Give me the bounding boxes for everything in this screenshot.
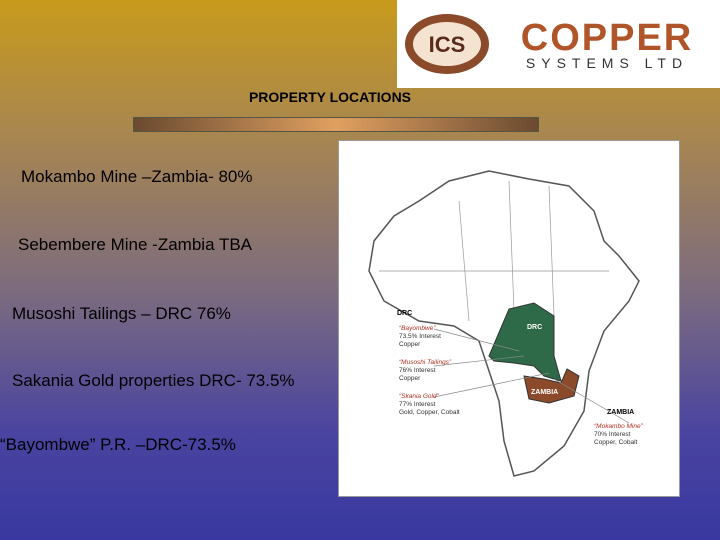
callout-detail: Gold, Copper, Cobalt — [399, 409, 460, 416]
borders — [379, 180, 609, 322]
country-label: DRC — [527, 324, 542, 331]
slide-title: PROPERTY LOCATIONS — [248, 89, 412, 105]
map: DRC ZAMBIA DRC ZAMBIA “Bayombwe”73.5% In… — [338, 140, 680, 497]
callout-name: “Mokambo Mine” — [594, 423, 644, 430]
callout-detail: Copper — [399, 375, 421, 382]
callout-name: “Skania Gold” — [399, 393, 440, 400]
callout-detail: 73.5% Interest — [399, 333, 441, 340]
logo-subtitle: SYSTEMS LTD — [526, 55, 688, 71]
property-item: Mokambo Mine –Zambia- 80% — [21, 167, 253, 186]
callout-lines — [433, 328, 630, 424]
callout-detail: Copper, Cobalt — [594, 439, 638, 446]
callout-detail: 76% Interest — [399, 367, 436, 374]
callout-name: “Musoshi Tailings” — [399, 359, 452, 366]
zambia-shape — [523, 368, 580, 404]
property-item: “Bayombwe” P.R. –DRC-73.5% — [0, 435, 236, 454]
callout-detail: Copper — [399, 341, 421, 348]
logo-name: COPPER — [521, 17, 693, 59]
property-item: Sakania Gold properties DRC- 73.5% — [12, 371, 295, 390]
logo-badge-inner — [413, 22, 481, 66]
country-label: DRC — [397, 310, 412, 317]
logo: ICS COPPER SYSTEMS LTD — [397, 0, 720, 88]
drc-shape — [488, 302, 562, 382]
title-bar — [133, 117, 539, 132]
callout-detail: 77% Interest — [399, 401, 436, 408]
property-item: Musoshi Tailings – DRC 76% — [12, 304, 231, 323]
country-label: ZAMBIA — [531, 389, 558, 396]
country-label: ZAMBIA — [607, 409, 634, 416]
callout-name: “Bayombwe” — [399, 325, 436, 332]
logo-mark: ICS — [429, 32, 466, 57]
callout-detail: 70% Interest — [594, 431, 631, 438]
property-item: Sebembere Mine -Zambia TBA — [18, 235, 253, 254]
